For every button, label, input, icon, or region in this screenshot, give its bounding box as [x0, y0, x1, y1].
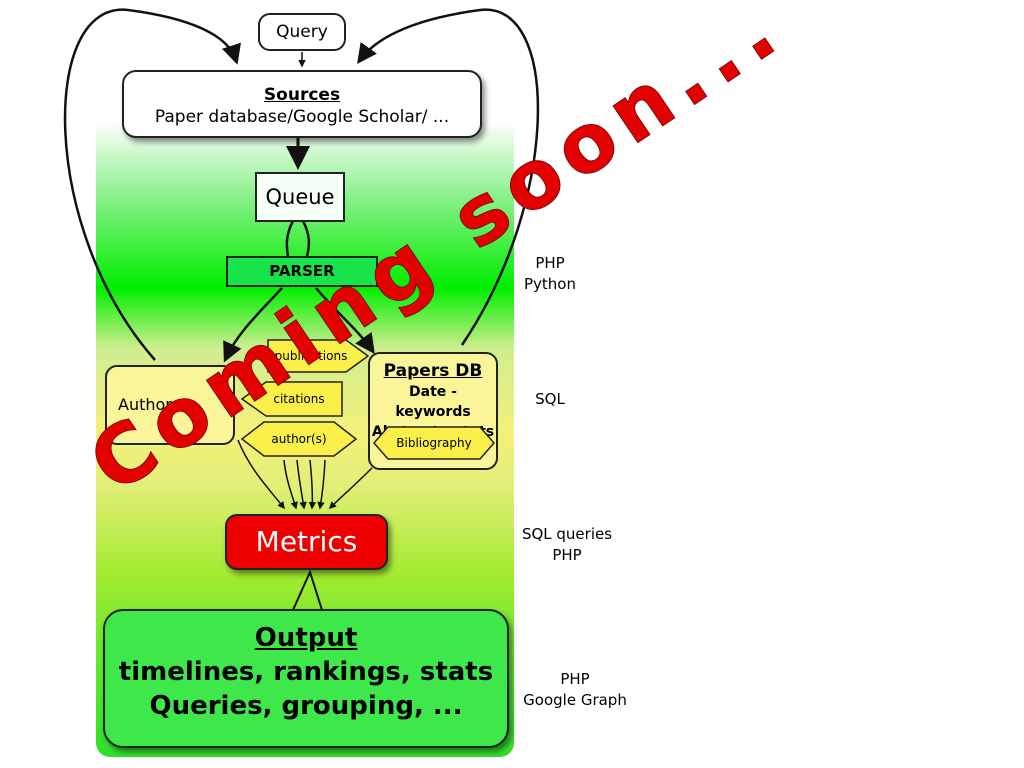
- papers-db-title: Papers DB: [383, 361, 483, 381]
- tech-label-parser: PHP Python: [510, 253, 590, 295]
- tech-db-sql: SQL: [535, 390, 565, 408]
- papers-db-line-1: Date - keywords: [395, 384, 471, 420]
- author-tag-label: author(s): [271, 432, 327, 446]
- tech-metrics-php: PHP: [552, 546, 582, 564]
- query-box: Query: [258, 13, 346, 51]
- sources-subtitle: Paper database/Google Scholar/ ...: [154, 107, 450, 127]
- authors-label: Authors: [118, 395, 181, 414]
- parser-box: PARSER: [226, 256, 378, 287]
- tech-parser-python: Python: [524, 275, 576, 293]
- author-tag: author(s): [240, 420, 358, 458]
- arrow-fan-2: [283, 459, 298, 510]
- bibliography-tag: Bibliography: [372, 425, 496, 461]
- arrow-fan-3: [296, 459, 307, 510]
- link-metrics-output: [292, 569, 323, 611]
- loop-arrow-left: [63, 8, 241, 361]
- tech-parser-php: PHP: [535, 254, 565, 272]
- sources-title: Sources: [263, 85, 341, 105]
- arrow-fan-6: [328, 467, 373, 510]
- output-title: Output: [254, 623, 358, 653]
- citations-tag: citations: [240, 380, 344, 418]
- citations-label: citations: [273, 392, 325, 406]
- tech-output-php: PHP: [560, 670, 590, 688]
- queue-box: Queue: [255, 172, 345, 222]
- arrow-parser-authors: [223, 287, 283, 363]
- tech-output-google-graph: Google Graph: [523, 691, 627, 709]
- output-line-1: timelines, rankings, stats: [118, 657, 494, 687]
- publications-tag: publications: [266, 338, 370, 374]
- loop-arrow-right: [357, 8, 540, 346]
- output-line-2: Queries, grouping, ...: [149, 691, 463, 721]
- tech-label-output: PHP Google Graph: [510, 669, 640, 711]
- metrics-box: Metrics: [225, 514, 388, 570]
- bibliography-label: Bibliography: [396, 436, 472, 450]
- parser-label: PARSER: [269, 262, 335, 280]
- output-box: Output timelines, rankings, stats Querie…: [103, 609, 509, 748]
- link-queue-parser-a: [285, 220, 295, 257]
- publications-label: publications: [274, 349, 348, 363]
- query-label: Query: [276, 22, 328, 42]
- arrow-fan-4: [308, 459, 317, 510]
- tech-metrics-sql: SQL queries: [521, 525, 613, 543]
- authors-box: Authors: [105, 365, 235, 445]
- tech-label-metrics: SQL queries PHP: [505, 524, 629, 566]
- arrow-fan-1: [237, 439, 285, 510]
- queue-label: Queue: [265, 185, 335, 209]
- link-queue-parser-b: [301, 220, 311, 257]
- arrow-fan-5: [317, 459, 326, 510]
- metrics-label: Metrics: [255, 525, 358, 558]
- arrow-parser-papers: [315, 287, 375, 355]
- sources-box: Sources Paper database/Google Scholar/ .…: [122, 70, 482, 138]
- tech-label-db: SQL: [510, 389, 590, 410]
